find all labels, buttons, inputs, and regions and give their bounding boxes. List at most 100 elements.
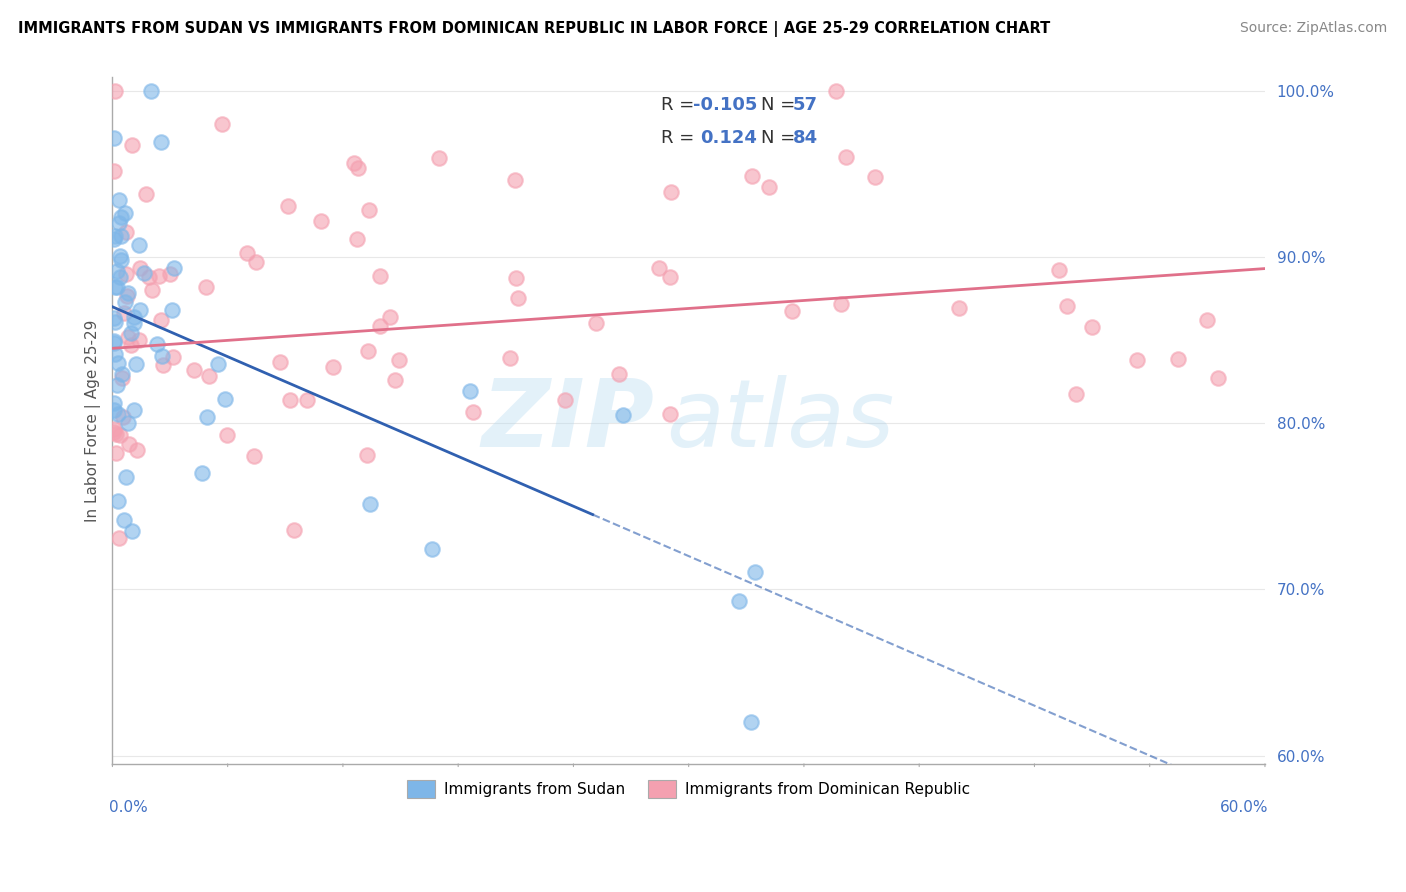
- Point: [117, 416, 139, 430]
- Point: [112, 306, 135, 320]
- Point: [103, 334, 125, 348]
- Point: [108, 270, 131, 285]
- Point: [1208, 370, 1230, 384]
- Point: [359, 202, 381, 217]
- Point: [834, 150, 856, 164]
- Point: [780, 304, 803, 318]
- Point: [129, 303, 152, 318]
- Point: [195, 409, 218, 424]
- Point: [211, 117, 233, 131]
- Point: [554, 393, 576, 408]
- Point: [740, 715, 762, 730]
- Point: [242, 449, 264, 463]
- Point: [138, 269, 160, 284]
- Point: [110, 229, 132, 244]
- Point: [659, 270, 682, 285]
- Point: [585, 316, 607, 330]
- Point: [103, 131, 125, 145]
- Point: [505, 270, 527, 285]
- Point: [114, 206, 136, 220]
- Point: [105, 378, 128, 392]
- Point: [135, 186, 157, 201]
- Point: [115, 267, 138, 281]
- Text: N =: N =: [761, 96, 801, 114]
- Point: [825, 84, 848, 98]
- Point: [110, 370, 132, 384]
- Point: [458, 384, 481, 398]
- Point: [343, 156, 366, 170]
- Point: [1056, 299, 1078, 313]
- Point: [104, 347, 127, 361]
- Point: [117, 330, 139, 344]
- Point: [115, 225, 138, 239]
- Point: [194, 280, 217, 294]
- Point: [112, 513, 135, 527]
- Point: [139, 84, 162, 98]
- Point: [160, 303, 183, 318]
- Point: [356, 448, 378, 462]
- Text: 84: 84: [793, 128, 817, 147]
- Point: [121, 137, 143, 152]
- Point: [384, 373, 406, 387]
- Point: [108, 194, 131, 208]
- Point: [368, 269, 391, 284]
- Point: [118, 436, 141, 450]
- Point: [245, 255, 267, 269]
- Point: [107, 407, 129, 421]
- Point: [150, 313, 173, 327]
- Point: [148, 268, 170, 283]
- Point: [283, 524, 305, 538]
- Point: [115, 470, 138, 484]
- Text: IMMIGRANTS FROM SUDAN VS IMMIGRANTS FROM DOMINICAN REPUBLIC IN LABOR FORCE | AGE: IMMIGRANTS FROM SUDAN VS IMMIGRANTS FROM…: [18, 21, 1050, 37]
- Text: 57: 57: [793, 96, 817, 114]
- Point: [104, 279, 127, 293]
- Text: 60.0%: 60.0%: [1220, 799, 1268, 814]
- Point: [150, 349, 173, 363]
- Point: [1125, 353, 1147, 368]
- Point: [115, 289, 138, 303]
- Text: -0.105: -0.105: [693, 96, 758, 114]
- Point: [347, 161, 370, 175]
- Point: [103, 402, 125, 417]
- Point: [110, 253, 132, 268]
- Point: [659, 185, 682, 199]
- Point: [103, 425, 125, 439]
- Point: [152, 358, 174, 372]
- Text: Source: ZipAtlas.com: Source: ZipAtlas.com: [1240, 21, 1388, 35]
- Point: [107, 494, 129, 508]
- Point: [121, 524, 143, 538]
- Point: [108, 216, 131, 230]
- Point: [197, 369, 219, 384]
- Point: [107, 356, 129, 370]
- Point: [103, 164, 125, 178]
- Point: [110, 211, 132, 225]
- Point: [1047, 263, 1070, 277]
- Point: [214, 392, 236, 406]
- Point: [105, 446, 128, 460]
- Point: [277, 199, 299, 213]
- Point: [104, 84, 127, 98]
- Text: atlas: atlas: [665, 376, 894, 467]
- Point: [207, 357, 229, 371]
- Point: [108, 428, 131, 442]
- Point: [309, 214, 332, 228]
- Point: [125, 443, 148, 458]
- Point: [105, 426, 128, 441]
- Point: [236, 246, 259, 260]
- Point: [122, 403, 145, 417]
- Point: [499, 351, 522, 365]
- Point: [1167, 351, 1189, 366]
- Point: [104, 315, 127, 329]
- Point: [607, 367, 630, 381]
- Point: [114, 294, 136, 309]
- Point: [120, 338, 142, 352]
- Point: [105, 264, 128, 278]
- Point: [322, 359, 344, 374]
- Point: [128, 261, 150, 276]
- Point: [128, 334, 150, 348]
- Point: [388, 352, 411, 367]
- Text: ZIP: ZIP: [481, 375, 654, 467]
- Point: [505, 172, 527, 186]
- Point: [117, 285, 139, 300]
- Point: [359, 497, 381, 511]
